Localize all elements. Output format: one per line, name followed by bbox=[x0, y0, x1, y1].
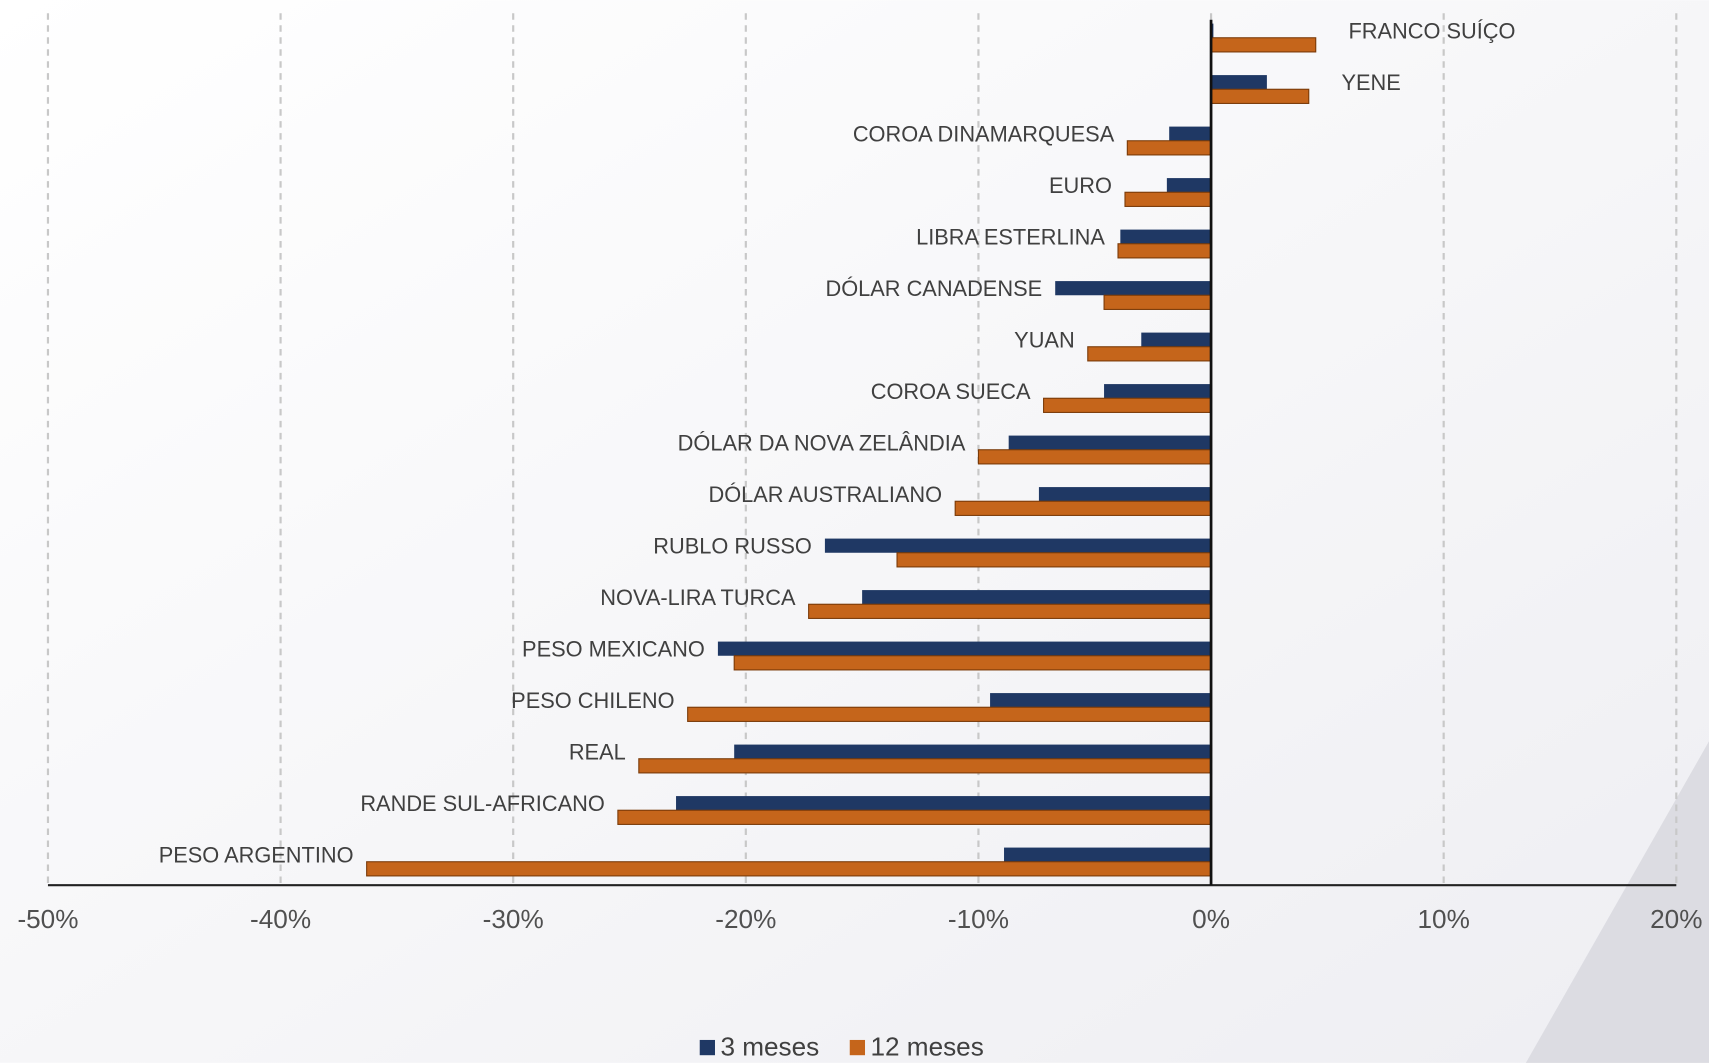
bar bbox=[676, 796, 1212, 811]
bar bbox=[1038, 487, 1212, 502]
bar bbox=[1120, 229, 1212, 244]
bar bbox=[1166, 178, 1212, 193]
category-label: NOVA-LIRA TURCA bbox=[600, 585, 796, 610]
legend-swatch bbox=[849, 1039, 866, 1056]
legend-label: 12 meses bbox=[870, 1032, 983, 1062]
category-label: COROA SUECA bbox=[871, 379, 1031, 404]
bar bbox=[1104, 384, 1212, 399]
category-label: COROA DINAMARQUESA bbox=[853, 122, 1115, 147]
bar bbox=[687, 706, 1212, 722]
bar bbox=[1004, 847, 1212, 862]
bar bbox=[824, 538, 1212, 553]
bar bbox=[1103, 294, 1212, 310]
bar bbox=[896, 552, 1212, 568]
bar bbox=[1087, 346, 1212, 362]
bar bbox=[1055, 281, 1212, 296]
bar bbox=[1043, 397, 1212, 413]
bar bbox=[1008, 435, 1212, 450]
bar bbox=[1117, 243, 1212, 259]
bar bbox=[717, 641, 1212, 656]
bar bbox=[1141, 332, 1212, 347]
bar bbox=[1210, 88, 1310, 104]
x-tick-label: 20% bbox=[1650, 904, 1702, 934]
bar bbox=[977, 449, 1212, 465]
bar bbox=[366, 861, 1212, 877]
category-label: PESO ARGENTINO bbox=[159, 843, 354, 868]
x-tick-label: -50% bbox=[17, 904, 78, 934]
bar bbox=[954, 500, 1212, 516]
category-label: DÓLAR DA NOVA ZELÂNDIA bbox=[678, 431, 966, 456]
bar bbox=[990, 693, 1212, 708]
bar bbox=[808, 603, 1212, 619]
bar bbox=[1169, 126, 1212, 141]
bar bbox=[862, 590, 1212, 605]
category-label: FRANCO SUÍÇO bbox=[1348, 19, 1515, 44]
x-tick-label: -20% bbox=[715, 904, 776, 934]
legend-label: 3 meses bbox=[720, 1032, 819, 1062]
category-label: LIBRA ESTERLINA bbox=[916, 225, 1105, 250]
category-label: PESO CHILENO bbox=[511, 688, 674, 713]
x-tick-label: -40% bbox=[250, 904, 311, 934]
x-tick-label: -30% bbox=[483, 904, 544, 934]
category-label: EURO bbox=[1049, 173, 1112, 198]
bar bbox=[1124, 191, 1212, 207]
category-label: RUBLO RUSSO bbox=[653, 534, 812, 559]
bar bbox=[1210, 37, 1317, 53]
bar bbox=[1126, 140, 1212, 156]
category-label: DÓLAR AUSTRALIANO bbox=[708, 482, 942, 507]
bar bbox=[638, 758, 1212, 774]
category-label: YENE bbox=[1341, 70, 1400, 95]
x-tick-label: 0% bbox=[1192, 904, 1230, 934]
category-label: YUAN bbox=[1014, 328, 1075, 353]
x-tick-label: 10% bbox=[1418, 904, 1470, 934]
bar bbox=[733, 655, 1212, 671]
bar bbox=[617, 809, 1212, 825]
category-label: REAL bbox=[569, 740, 626, 765]
bar bbox=[734, 744, 1212, 759]
bar bbox=[1211, 75, 1267, 90]
category-label: DÓLAR CANADENSE bbox=[825, 276, 1042, 301]
x-tick-label: -10% bbox=[948, 904, 1009, 934]
category-label: RANDE SUL-AFRICANO bbox=[360, 791, 604, 816]
legend-swatch bbox=[699, 1039, 715, 1056]
category-label: PESO MEXICANO bbox=[522, 637, 705, 662]
